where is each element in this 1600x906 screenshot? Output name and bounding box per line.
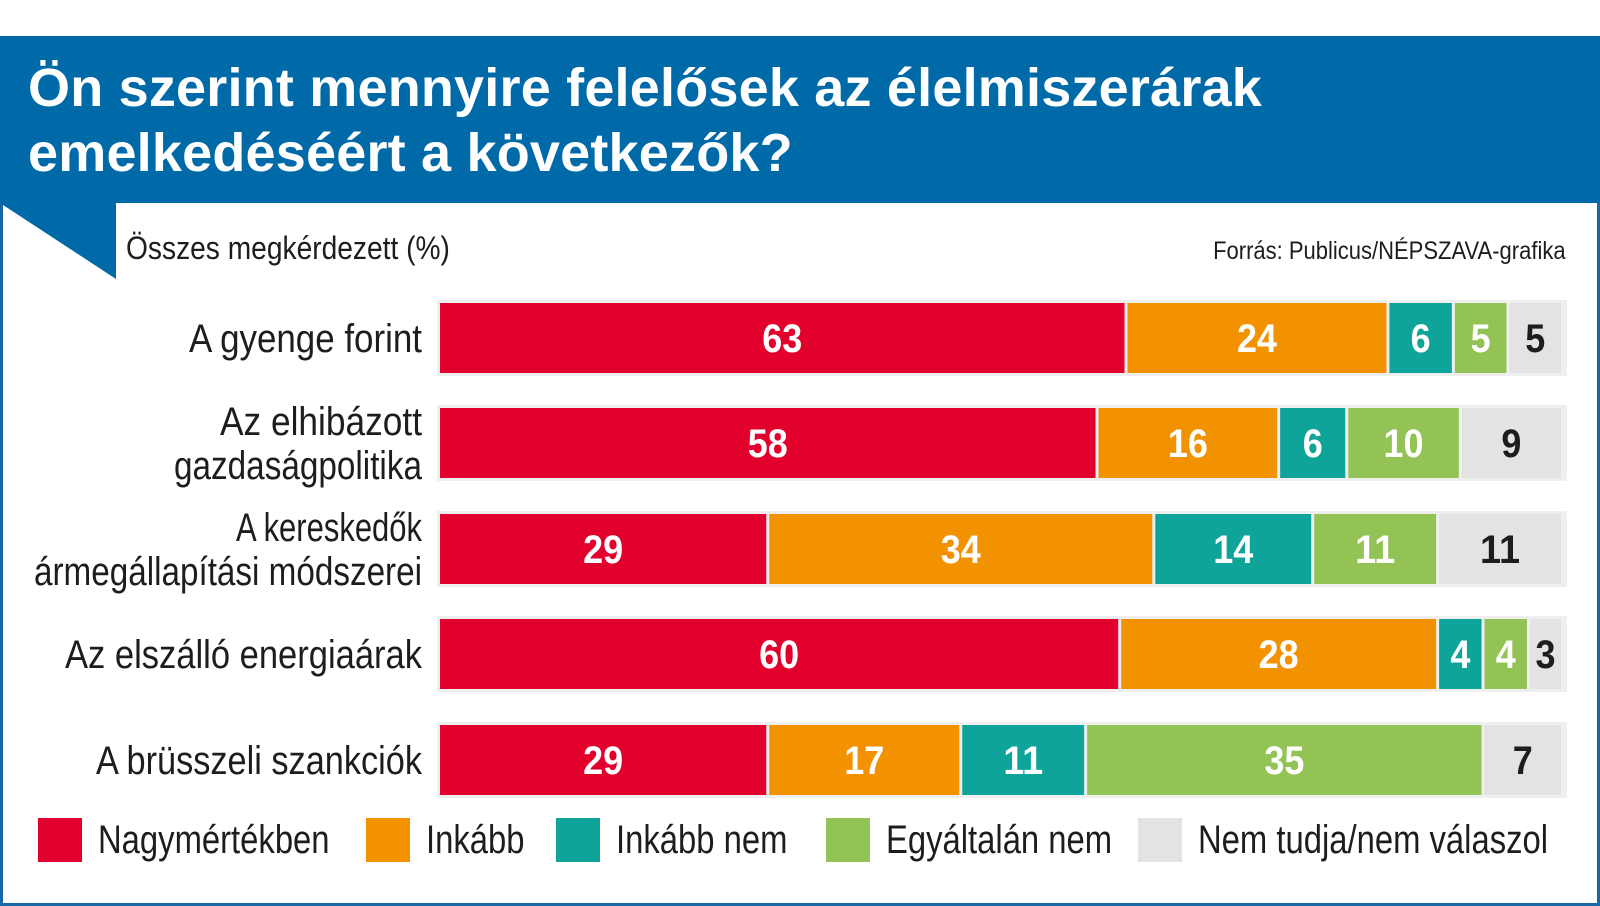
category-label: A gyenge forint — [189, 317, 422, 361]
bar-segment — [769, 725, 960, 795]
bar-segment — [1484, 619, 1527, 689]
data-label: 6 — [1303, 422, 1323, 466]
legend: Nagymértékben Inkább Inkább nem Egyáltalán … — [0, 806, 1600, 876]
legend-label: Nem tudja/nem válaszol — [1198, 818, 1549, 862]
bar-segment — [1461, 408, 1561, 478]
data-label: 63 — [762, 317, 802, 361]
bar-segment — [1280, 408, 1346, 478]
data-label: 17 — [844, 739, 884, 783]
data-label: 11 — [1003, 739, 1043, 783]
data-label: 58 — [748, 422, 788, 466]
data-label: 4 — [1496, 633, 1517, 677]
data-label: 28 — [1259, 633, 1299, 677]
data-label: 4 — [1450, 633, 1471, 677]
bar-segment — [1121, 619, 1437, 689]
bar-segment — [1439, 514, 1561, 584]
data-label: 14 — [1213, 528, 1254, 572]
title-notch — [0, 203, 116, 279]
bar-segment — [1509, 303, 1561, 373]
bar-segment — [1098, 408, 1278, 478]
bar-segment — [1454, 303, 1507, 373]
data-label: 5 — [1525, 317, 1545, 361]
bar-segment — [1314, 514, 1437, 584]
data-label: 60 — [759, 633, 799, 677]
data-label: 10 — [1384, 422, 1424, 466]
title-banner: Ön szerint mennyire felelősek az élelmis… — [0, 36, 1600, 203]
data-label: 34 — [941, 528, 982, 572]
bar-segment — [1087, 725, 1482, 795]
data-label: 16 — [1168, 422, 1208, 466]
bar-segment — [1439, 619, 1482, 689]
data-label: 35 — [1264, 739, 1304, 783]
bar-segment — [1484, 725, 1561, 795]
bar-segment — [440, 725, 767, 795]
legend-label: Inkább nem — [616, 818, 788, 862]
legend-label: Nagymértékben — [98, 818, 330, 862]
data-label: 29 — [583, 528, 623, 572]
chart-title: Ön szerint mennyire felelősek az élelmis… — [28, 58, 1262, 183]
legend-label: Inkább — [426, 818, 525, 862]
data-label: 29 — [583, 739, 623, 783]
data-label: 3 — [1535, 633, 1555, 677]
category-label: Az elszálló energiaárak — [65, 633, 423, 677]
data-label: 9 — [1501, 422, 1521, 466]
bar-segment — [1348, 408, 1459, 478]
legend-swatch — [556, 818, 600, 862]
bar-segment — [1529, 619, 1561, 689]
legend-swatch — [1138, 818, 1182, 862]
data-label: 11 — [1355, 528, 1395, 572]
legend-label: Egyáltalán nem — [886, 818, 1113, 862]
category-label: Az elhibázott gazdaságpolitika — [174, 400, 423, 488]
data-label: 6 — [1411, 317, 1431, 361]
stacked-bar-chart: A gyenge forint 63 24 6 5 5Az elhibázott gazda… — [34, 300, 1567, 798]
legend-swatch — [38, 818, 82, 862]
legend-swatch — [366, 818, 410, 862]
category-label: A brüsszeli szankciók — [96, 739, 423, 783]
data-label: 11 — [1480, 528, 1520, 572]
bar-segment — [440, 619, 1119, 689]
source-note: Forrás: Publicus/NÉPSZAVA-grafika — [1213, 237, 1566, 265]
data-label: 24 — [1237, 317, 1278, 361]
bar-segment — [440, 514, 767, 584]
bar-segment — [440, 303, 1125, 373]
data-label: 7 — [1513, 739, 1533, 783]
bar-segment — [1389, 303, 1452, 373]
data-label: 5 — [1471, 317, 1491, 361]
bar-segment — [1127, 303, 1387, 373]
bar-segment — [440, 408, 1096, 478]
bar-segment — [962, 725, 1085, 795]
category-label: A kereskedők ármegállapítási módszerei — [34, 506, 423, 594]
bar-segment — [769, 514, 1153, 584]
bar-segment — [1155, 514, 1312, 584]
chart-subtitle: Összes megkérdezett (%) — [126, 230, 450, 266]
legend-swatch — [826, 818, 870, 862]
